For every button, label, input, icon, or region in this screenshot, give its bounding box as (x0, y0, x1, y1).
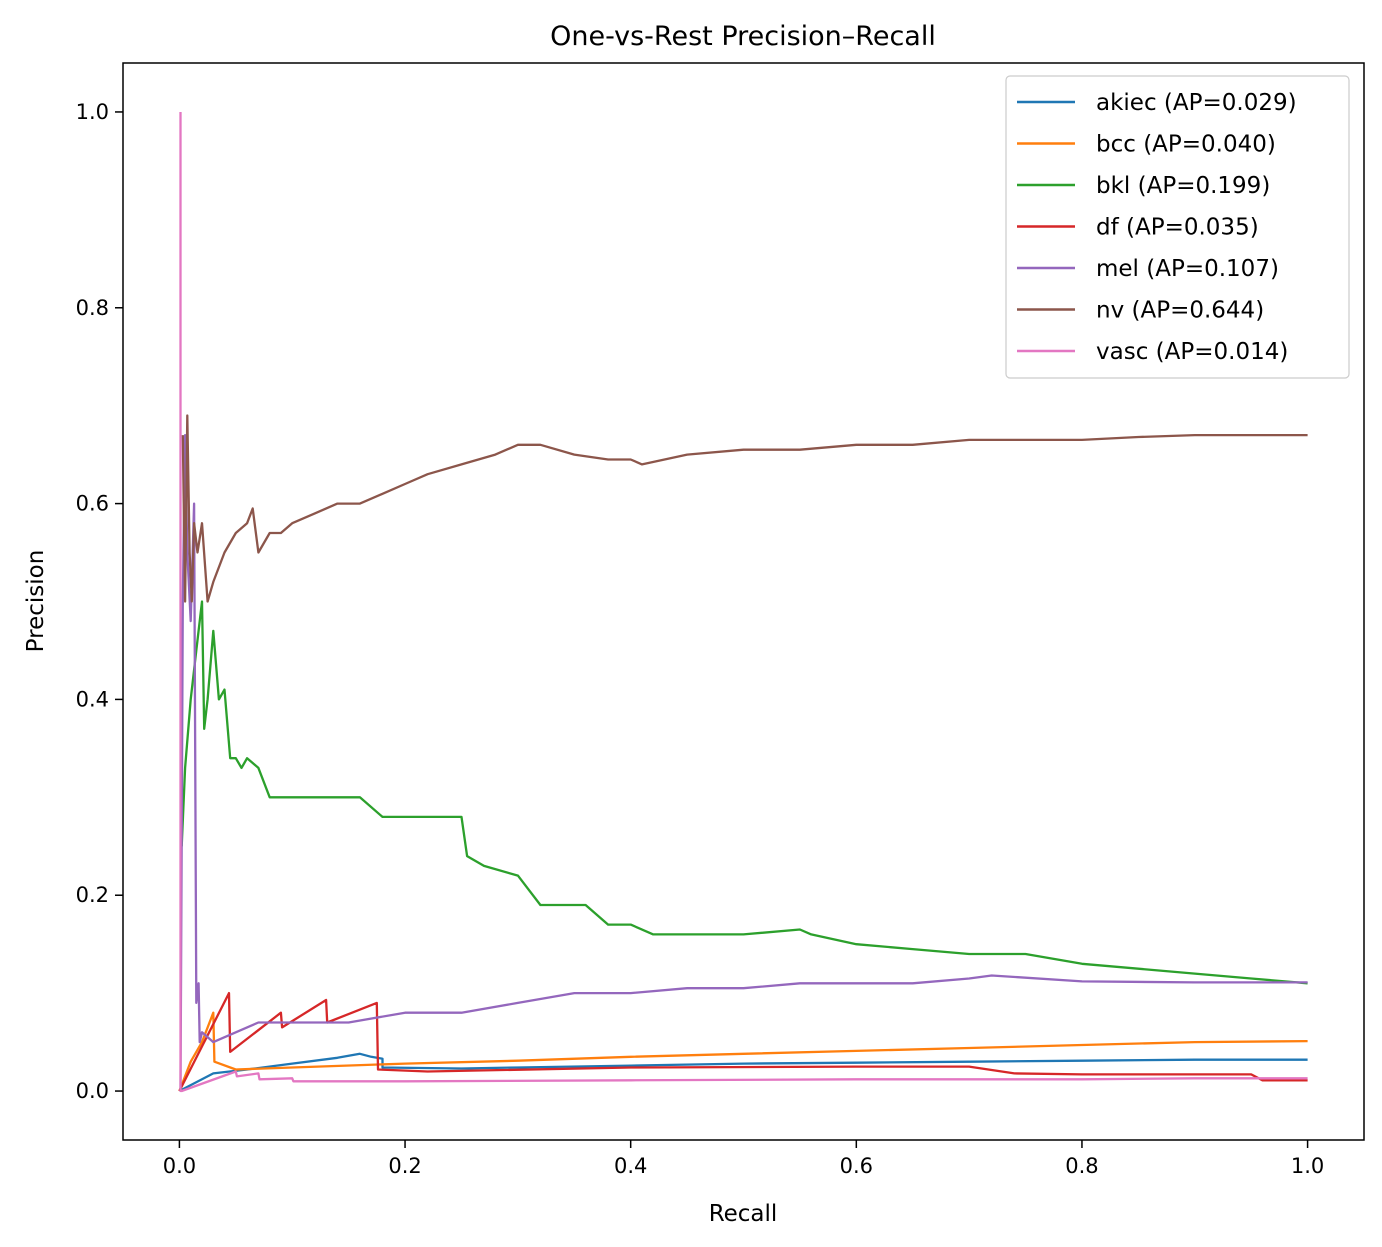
x-axis-ticks: 0.0 0.2 0.4 0.6 0.8 1.0 (163, 1140, 1324, 1178)
x-axis-label: Recall (709, 1201, 778, 1227)
x-tick-label: 0.4 (614, 1154, 647, 1178)
legend-label: nv (AP=0.644) (1096, 298, 1264, 324)
series-line (180, 600, 1308, 985)
x-tick-label: 0.6 (840, 1154, 873, 1178)
legend-label: df (AP=0.035) (1096, 215, 1259, 241)
legend-label: akiec (AP=0.029) (1096, 90, 1297, 116)
y-tick-label: 0.6 (76, 492, 109, 516)
y-tick-label: 0.4 (76, 687, 109, 711)
legend: akiec (AP=0.029) bcc (AP=0.040) bkl (AP=0.… (1005, 75, 1350, 379)
x-tick-label: 0.0 (163, 1154, 196, 1178)
legend-label: mel (AP=0.107) (1096, 256, 1279, 282)
series-layer (178, 112, 1308, 1093)
y-axis-label: Precision (23, 550, 49, 653)
series-line (179, 433, 1308, 1092)
y-tick-label: 0.8 (76, 296, 109, 320)
y-tick-label: 1.0 (76, 100, 109, 124)
plot-frame (122, 62, 1365, 1141)
chart-title: One-vs-Rest Precision–Recall (550, 21, 936, 52)
y-axis-ticks: 0.0 0.2 0.4 0.6 0.8 1.0 (76, 100, 123, 1103)
x-tick-label: 1.0 (1291, 1154, 1324, 1178)
legend-label: vasc (AP=0.014) (1096, 339, 1288, 365)
legend-box (1005, 75, 1350, 379)
y-tick-label: 0.2 (76, 883, 109, 907)
legend-label: bkl (AP=0.199) (1096, 173, 1270, 199)
x-tick-label: 0.8 (1065, 1154, 1098, 1178)
series-line (181, 414, 1308, 603)
series-line (178, 1052, 1308, 1093)
series-line (179, 112, 1308, 1093)
series-line (178, 991, 1308, 1092)
series-line (178, 1011, 1308, 1092)
legend-label: bcc (AP=0.040) (1096, 132, 1276, 158)
x-tick-label: 0.2 (388, 1154, 421, 1178)
y-tick-label: 0.0 (76, 1079, 109, 1103)
